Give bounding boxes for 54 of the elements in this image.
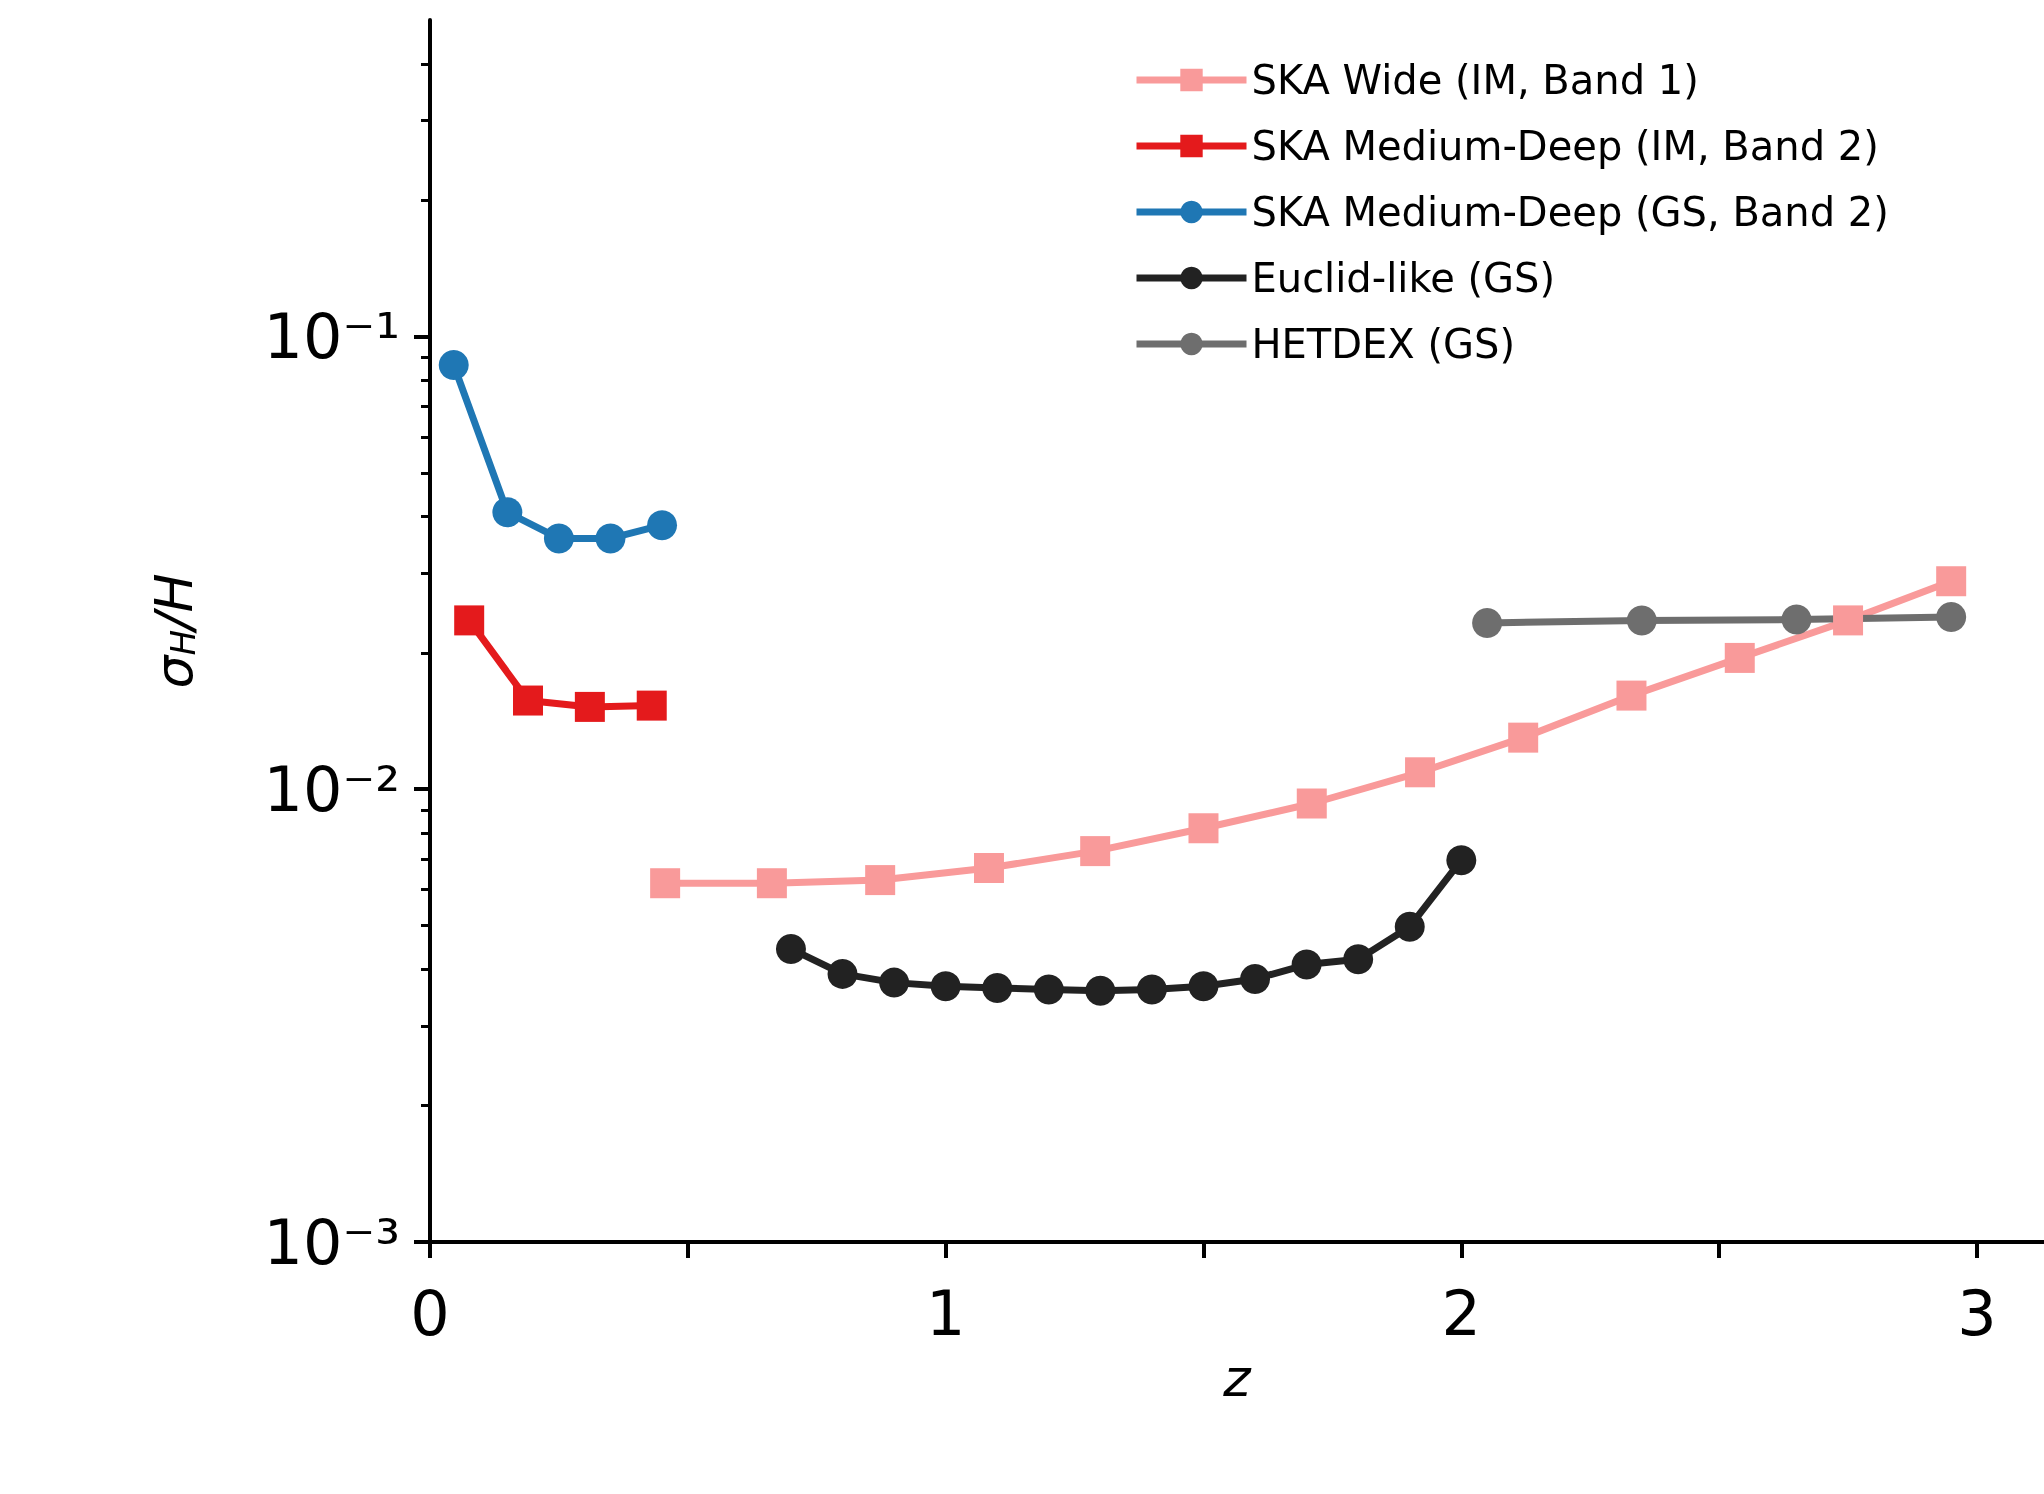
y-tick-label: 10⁻¹ [263, 299, 400, 373]
point [1291, 949, 1322, 980]
point [1472, 607, 1503, 638]
point [438, 349, 469, 380]
point [1724, 642, 1755, 673]
point [647, 510, 678, 541]
point [1616, 680, 1647, 711]
x-tick-label: 2 [1441, 1276, 1482, 1350]
point [865, 865, 896, 896]
point [756, 868, 787, 899]
point [1033, 974, 1064, 1005]
point [595, 523, 626, 554]
legend-label: HETDEX (GS) [1251, 321, 1516, 367]
point [1508, 722, 1539, 753]
point [1936, 602, 1967, 633]
legend-label: Euclid-like (GS) [1251, 255, 1556, 301]
x-axis-title: z [1222, 1348, 1253, 1408]
point [1394, 911, 1425, 942]
point [636, 690, 667, 721]
point [930, 971, 961, 1002]
point [1136, 974, 1167, 1005]
point [1405, 757, 1436, 788]
x-tick-label: 1 [925, 1276, 966, 1350]
legend-label: SKA Wide (IM, Band 1) [1251, 57, 1699, 103]
point [512, 685, 543, 716]
point [1188, 971, 1219, 1002]
point [1936, 566, 1967, 597]
point [1781, 604, 1812, 635]
point [492, 497, 523, 528]
y-tick-label: 10⁻³ [263, 1205, 400, 1279]
y-tick-label: 10⁻² [263, 752, 400, 826]
point [650, 868, 681, 899]
point [543, 523, 574, 554]
point [827, 958, 858, 989]
legend-label: SKA Medium-Deep (GS, Band 2) [1251, 189, 1889, 235]
y-axis-title: σH/H [144, 573, 204, 689]
x-tick-label: 0 [410, 1276, 450, 1350]
point [879, 967, 910, 998]
x-tick-label: 3 [1957, 1276, 1997, 1350]
point [1446, 845, 1477, 876]
point [775, 933, 806, 964]
point [1188, 813, 1219, 844]
point [973, 852, 1004, 883]
legend-label: SKA Medium-Deep (IM, Band 2) [1251, 123, 1879, 169]
point [1626, 605, 1657, 636]
point [454, 605, 485, 636]
point [574, 691, 605, 722]
point [1296, 788, 1327, 819]
point [1080, 836, 1111, 867]
point [1833, 605, 1864, 636]
point [982, 972, 1013, 1003]
point [1343, 944, 1374, 975]
point [1240, 963, 1271, 994]
point [1085, 975, 1116, 1006]
